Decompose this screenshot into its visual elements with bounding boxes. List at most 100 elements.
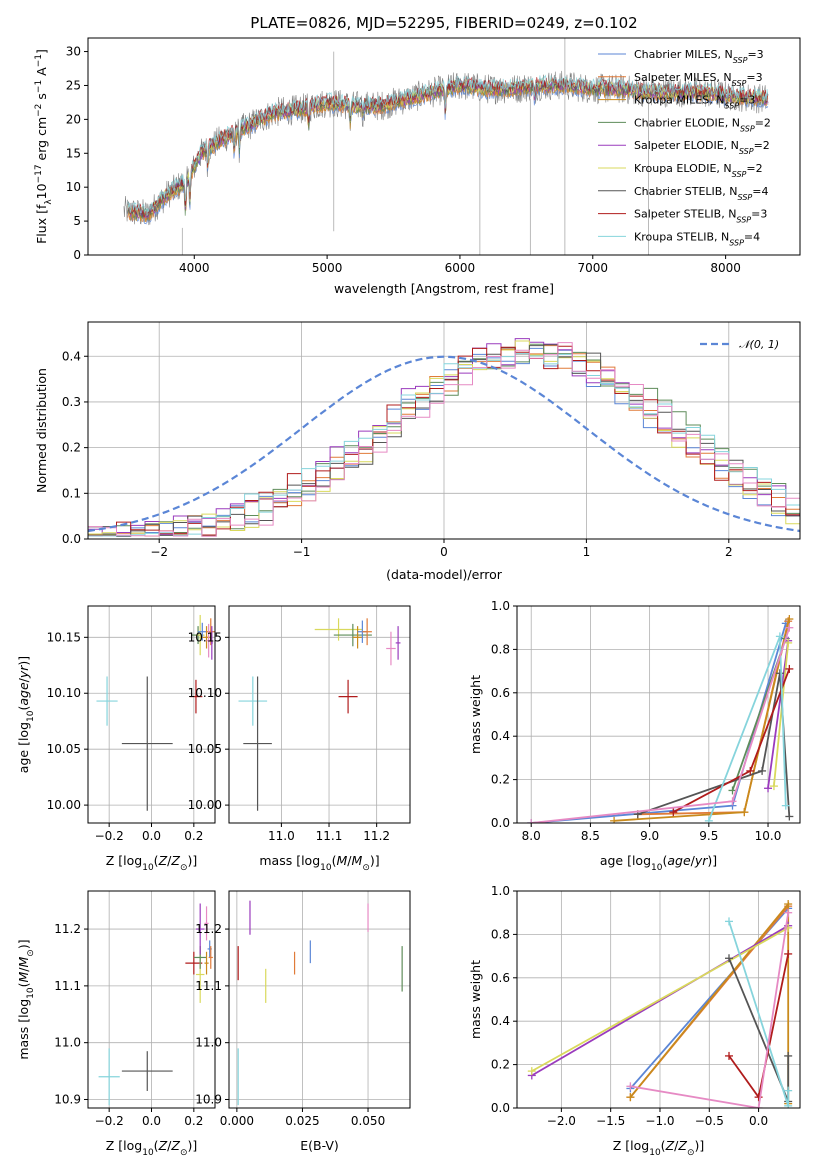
label-part: 10: [34, 183, 49, 199]
y-tick-label: 0.8: [491, 927, 510, 941]
axes-frame: [228, 605, 411, 824]
x-axis-label: age [log10(age/yr)]: [600, 853, 717, 873]
plot-area: [527, 615, 794, 823]
y-tick-label: 0.0: [62, 532, 81, 546]
plot-area: [237, 900, 403, 1106]
x-tick-label: 1: [583, 545, 591, 559]
x-tick-label: 11.0: [268, 829, 295, 843]
x-tick-label: 9.5: [699, 829, 718, 843]
legend-nssp: =3: [746, 71, 762, 84]
label-part: M: [16, 972, 31, 983]
x-axis-label: (data-model)/error: [386, 567, 503, 582]
label-part: (: [332, 853, 337, 868]
y-tick-label: 10.9: [195, 1092, 222, 1106]
x-tick-label: 0.000: [220, 1114, 254, 1128]
legend-label: 𝒩(0, 1): [739, 338, 779, 351]
legend-label: Chabrier ELODIE, NSSP=2: [634, 116, 771, 132]
legend-label: Salpeter MILES, NSSP=3: [634, 71, 763, 88]
y-tick-label: 0.1: [62, 486, 81, 500]
x-axis-label: E(B-V): [300, 1138, 339, 1153]
label-part: A: [34, 67, 49, 80]
x-tick-label: 6000: [445, 261, 476, 275]
label-part: /: [167, 853, 172, 868]
axes-frame: [516, 890, 801, 1109]
label-part: ⊙: [26, 949, 36, 957]
axes-frame: [87, 321, 801, 540]
legend-sub: SSP: [732, 170, 747, 179]
legend-nssp: =3: [751, 208, 767, 221]
x-tick-label: −1.0: [645, 1114, 674, 1128]
label-part: Z [log: [106, 853, 142, 868]
y-tick-label: 5: [73, 214, 81, 228]
legend-label: Salpeter ELODIE, NSSP=2: [634, 139, 770, 156]
weight-line: [531, 927, 789, 1072]
x-tick-label: 0.0: [142, 1114, 161, 1128]
plot-area: [96, 614, 215, 811]
legend-sub: SSP: [740, 124, 755, 133]
weight-line: [630, 912, 790, 1108]
label-part: (: [154, 853, 159, 868]
label-part: ⊙: [180, 1148, 188, 1158]
weight-vs-age-axes: 8.0 8.5 9.0 9.5 10.0 0.0 0.2 0.4 0.6 0.8 1.0 age [l…: [468, 599, 801, 873]
y-tick-label: 10.15: [47, 630, 81, 644]
y-tick-label: 11.0: [54, 1036, 81, 1050]
y-tick-label: 0.0: [491, 1101, 510, 1115]
x-tick-label: 0.0: [749, 1114, 768, 1128]
label-part: )]: [16, 656, 31, 666]
legend-series-name: Chabrier MILES, N: [634, 48, 733, 61]
legend-nssp: =3: [747, 48, 763, 61]
legend-series-name: Salpeter STELIB, N: [634, 208, 736, 221]
weight-line: [531, 627, 791, 823]
y-tick-label: 0.3: [62, 395, 81, 409]
label-part: /: [16, 967, 31, 972]
label-part: λ: [44, 199, 54, 205]
x-tick-label: −0.2: [95, 1114, 124, 1128]
y-tick-label: 11.2: [195, 922, 222, 936]
label-part: )]: [707, 853, 717, 868]
label-part: age [log: [16, 722, 31, 773]
y-tick-label: 0.6: [491, 686, 510, 700]
legend-label: Chabrier MILES, NSSP=3: [634, 48, 764, 65]
label-part: Z [log: [613, 1138, 649, 1153]
x-tick-label: 0.2: [184, 1114, 203, 1128]
weight-line: [531, 924, 789, 1077]
x-tick-label: 8.5: [581, 829, 600, 843]
y-tick-label: 10.10: [188, 686, 222, 700]
y-tick-label: 11.0: [195, 1036, 222, 1050]
label-part: )]: [187, 853, 197, 868]
axes-frame: [516, 605, 801, 824]
x-tick-label: −0.5: [695, 1114, 724, 1128]
label-part: (: [16, 983, 31, 988]
legend-series-name: Chabrier STELIB, N: [634, 185, 738, 198]
label-part: Z: [677, 1138, 687, 1153]
label-part: 10: [649, 1148, 661, 1158]
y-tick-label: 11.2: [54, 922, 81, 936]
label-part: age: [667, 853, 691, 868]
label-part: −17: [34, 164, 44, 183]
x-tick-label: 7000: [578, 261, 609, 275]
label-part: )]: [370, 853, 380, 868]
y-tick-label: 0.8: [491, 642, 510, 656]
weight-vs-metallicity-axes: −2.0 −1.5 −1.0 −0.5 0.0 0.0 0.2 0.4 0.6 0.8 1.0 Z […: [468, 884, 801, 1158]
label-part: )]: [16, 939, 31, 949]
y-tick-label: 11.1: [54, 979, 81, 993]
legend-sub: SSP: [732, 78, 747, 87]
legend-series-name: Kroupa STELIB, N: [634, 230, 729, 243]
x-tick-label: −0.2: [95, 829, 124, 843]
label-part: )]: [187, 1138, 197, 1153]
label-part: yr: [694, 853, 708, 868]
label-part: 10: [26, 987, 36, 999]
label-part: ⊙: [687, 1148, 695, 1158]
y-tick-label: 10.9: [54, 1092, 81, 1106]
y-tick-label: 0.6: [491, 971, 510, 985]
label-part: (: [154, 1138, 159, 1153]
label-part: (: [662, 853, 667, 868]
label-part: M: [16, 956, 31, 967]
legend-sub: SSP: [724, 101, 739, 110]
model-spectrum: [127, 74, 769, 217]
y-tick-label: 20: [66, 112, 81, 126]
mass-vs-metallicity-axes: −0.2 0.0 0.210.911.011.111.2Z [log10(Z/Z⊙)…: [16, 890, 216, 1158]
